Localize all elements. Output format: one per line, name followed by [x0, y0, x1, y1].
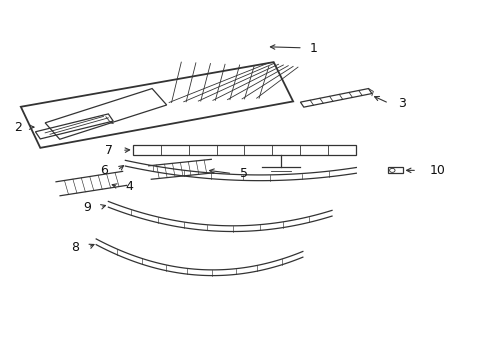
Text: 6: 6	[100, 164, 108, 177]
Text: 5: 5	[239, 167, 247, 180]
Text: 3: 3	[397, 97, 405, 110]
Text: 7: 7	[105, 144, 113, 157]
Text: 1: 1	[309, 42, 317, 55]
Text: 4: 4	[125, 180, 133, 193]
Text: 9: 9	[83, 201, 91, 213]
Text: 10: 10	[428, 164, 444, 177]
Bar	[387, 167, 402, 173]
Text: 8: 8	[71, 240, 79, 254]
Text: 2: 2	[14, 121, 22, 134]
